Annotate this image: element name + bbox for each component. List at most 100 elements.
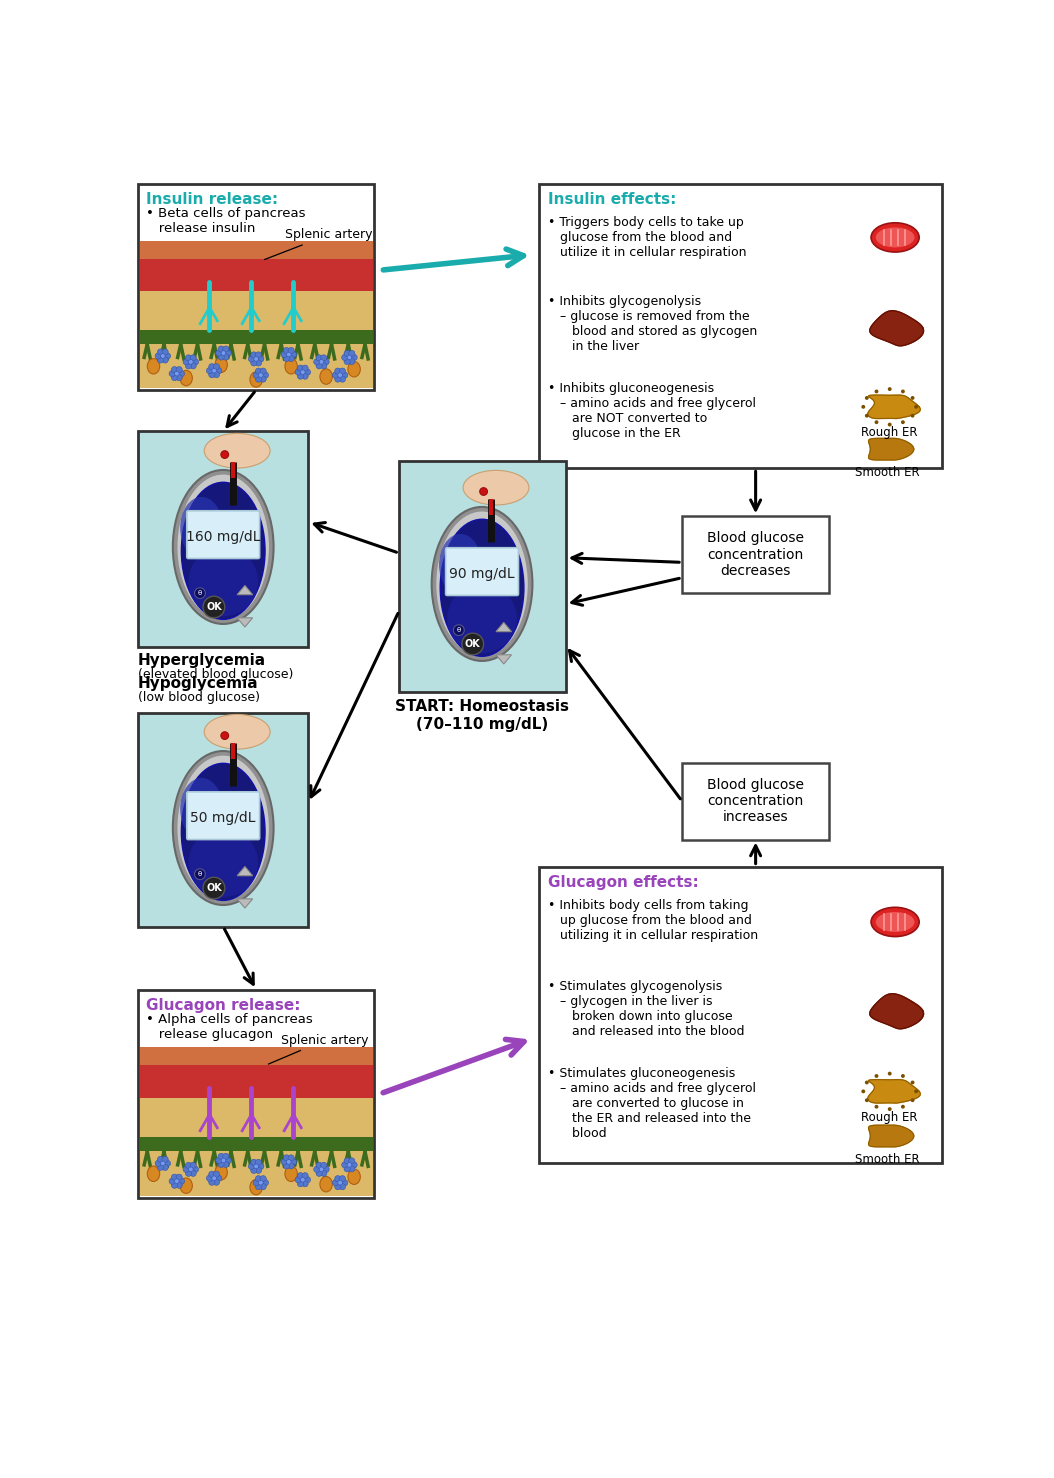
Circle shape (260, 1184, 267, 1190)
FancyBboxPatch shape (399, 461, 566, 692)
Circle shape (284, 347, 290, 353)
Circle shape (226, 1157, 231, 1163)
Circle shape (320, 1171, 327, 1176)
Circle shape (260, 368, 267, 374)
Text: 160 mg/dL: 160 mg/dL (186, 531, 260, 544)
Circle shape (875, 390, 878, 393)
Circle shape (302, 372, 308, 380)
Circle shape (254, 1165, 258, 1169)
Ellipse shape (436, 511, 528, 656)
Text: Hyperglycemia: Hyperglycemia (138, 653, 266, 668)
Circle shape (351, 355, 357, 361)
Circle shape (339, 1184, 346, 1190)
Circle shape (172, 374, 177, 381)
Circle shape (887, 1107, 892, 1111)
Circle shape (186, 1162, 192, 1169)
Polygon shape (867, 395, 920, 418)
Polygon shape (237, 618, 253, 627)
Circle shape (865, 1098, 868, 1103)
Circle shape (190, 355, 196, 361)
Circle shape (316, 362, 323, 370)
Text: θ: θ (456, 627, 461, 633)
Circle shape (160, 1162, 165, 1166)
Circle shape (262, 1179, 269, 1185)
Circle shape (251, 352, 257, 358)
Circle shape (155, 1160, 161, 1166)
Circle shape (316, 355, 323, 361)
Circle shape (314, 1166, 320, 1172)
Ellipse shape (348, 1169, 360, 1184)
Text: START: Homeostasis
(70–110 mg/dL): START: Homeostasis (70–110 mg/dL) (395, 699, 569, 732)
Polygon shape (496, 655, 511, 664)
Circle shape (337, 372, 343, 377)
Circle shape (875, 1075, 878, 1077)
Circle shape (251, 359, 257, 367)
Ellipse shape (440, 534, 482, 596)
Circle shape (901, 1104, 904, 1108)
Circle shape (349, 350, 355, 356)
FancyBboxPatch shape (187, 511, 259, 559)
Polygon shape (867, 1079, 920, 1103)
Circle shape (162, 349, 169, 355)
Circle shape (344, 350, 350, 356)
Ellipse shape (180, 497, 222, 559)
Circle shape (319, 359, 324, 364)
Polygon shape (237, 585, 253, 594)
Ellipse shape (250, 1179, 262, 1194)
Circle shape (216, 1157, 222, 1163)
Circle shape (195, 588, 206, 599)
Text: Blood glucose
concentration
increases: Blood glucose concentration increases (707, 777, 804, 825)
Circle shape (901, 1075, 904, 1077)
Text: • Beta cells of pancreas
   release insulin: • Beta cells of pancreas release insulin (145, 207, 306, 235)
Circle shape (207, 1175, 213, 1181)
Circle shape (221, 732, 229, 739)
Text: (elevated blood glucose): (elevated blood glucose) (138, 668, 293, 681)
FancyBboxPatch shape (138, 712, 309, 927)
Circle shape (323, 1166, 329, 1172)
Circle shape (290, 1159, 296, 1165)
Polygon shape (237, 866, 253, 876)
Circle shape (213, 371, 219, 378)
Circle shape (911, 414, 915, 418)
Circle shape (222, 353, 229, 361)
Circle shape (209, 1171, 215, 1178)
Circle shape (305, 370, 311, 375)
Circle shape (288, 355, 294, 362)
Circle shape (288, 1154, 294, 1160)
Ellipse shape (215, 358, 228, 372)
Ellipse shape (177, 755, 269, 900)
Circle shape (287, 352, 291, 356)
Circle shape (193, 359, 198, 365)
FancyBboxPatch shape (139, 1048, 373, 1196)
Text: Smooth ER: Smooth ER (855, 1153, 920, 1166)
Circle shape (284, 355, 290, 362)
Text: θ: θ (198, 590, 202, 596)
Circle shape (335, 1184, 340, 1190)
Circle shape (216, 1175, 222, 1181)
Circle shape (221, 350, 226, 355)
Circle shape (175, 1179, 179, 1184)
Circle shape (875, 1104, 878, 1108)
Text: OK: OK (465, 638, 481, 649)
Circle shape (157, 349, 163, 355)
Ellipse shape (250, 372, 262, 387)
Circle shape (297, 372, 304, 380)
Circle shape (178, 1178, 184, 1184)
Polygon shape (237, 899, 253, 907)
Circle shape (175, 371, 179, 375)
Circle shape (320, 355, 327, 361)
Text: θ: θ (198, 871, 202, 878)
Ellipse shape (871, 223, 919, 253)
Circle shape (222, 1162, 229, 1168)
Polygon shape (870, 310, 923, 346)
Circle shape (226, 350, 231, 356)
Circle shape (213, 1171, 219, 1178)
Text: • Stimulates glycogenolysis
   – glycogen in the liver is
      broken down into: • Stimulates glycogenolysis – glycogen i… (548, 980, 744, 1039)
Ellipse shape (180, 777, 222, 840)
Circle shape (251, 1168, 257, 1174)
Circle shape (284, 1163, 290, 1169)
Circle shape (347, 1163, 352, 1168)
Circle shape (260, 1175, 267, 1182)
Circle shape (341, 1162, 348, 1168)
Circle shape (281, 352, 288, 358)
